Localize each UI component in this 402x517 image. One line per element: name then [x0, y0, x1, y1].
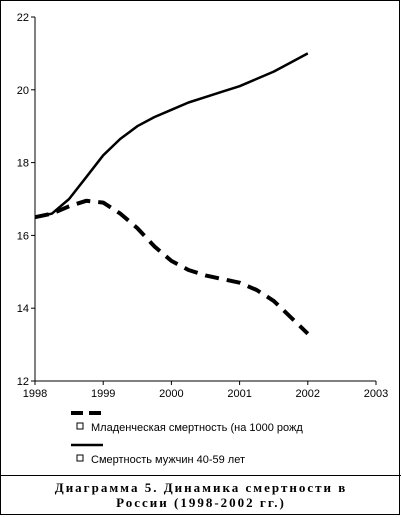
caption-line-2: России (1998-2002 гг.)	[116, 495, 286, 510]
x-tick-label: 2003	[364, 388, 388, 400]
legend-marker-2	[76, 454, 84, 462]
y-tick-label: 14	[17, 303, 29, 315]
x-tick-label: 2002	[296, 388, 320, 400]
line-chart: 12 14 16 18 20 22 1998 1999 2000 2001 2002 2003 Мла…	[17, 12, 388, 466]
legend-marker-1	[76, 422, 84, 430]
y-tick-label: 18	[17, 158, 29, 170]
y-tick-label: 22	[17, 12, 29, 24]
y-tick-label: 20	[17, 85, 29, 97]
figure-caption: Диаграмма 5. Динамика смертности в Росси…	[1, 475, 401, 516]
series-line-1	[34, 198, 310, 336]
y-tick-label: 12	[17, 376, 29, 388]
chart-legend: Младенческая смертность (на 1000 рожд Сме…	[71, 411, 303, 466]
series-line-2	[34, 52, 309, 219]
legend-label-1: Младенческая смертность (на 1000 рожд	[91, 422, 303, 434]
x-tick-label: 1998	[23, 388, 47, 400]
caption-line-1: Диаграмма 5. Динамика смертности в	[54, 480, 348, 495]
chart-series	[34, 52, 310, 336]
x-tick-label: 1999	[91, 388, 115, 400]
x-tick-label: 2001	[227, 388, 251, 400]
legend-label-2: Смертность мужчин 40-59 лет	[91, 454, 245, 466]
chart-axes: 12 14 16 18 20 22 1998 1999 2000 2001 2002 2003	[17, 12, 388, 400]
y-tick-label: 16	[17, 230, 29, 242]
x-tick-label: 2000	[159, 388, 183, 400]
